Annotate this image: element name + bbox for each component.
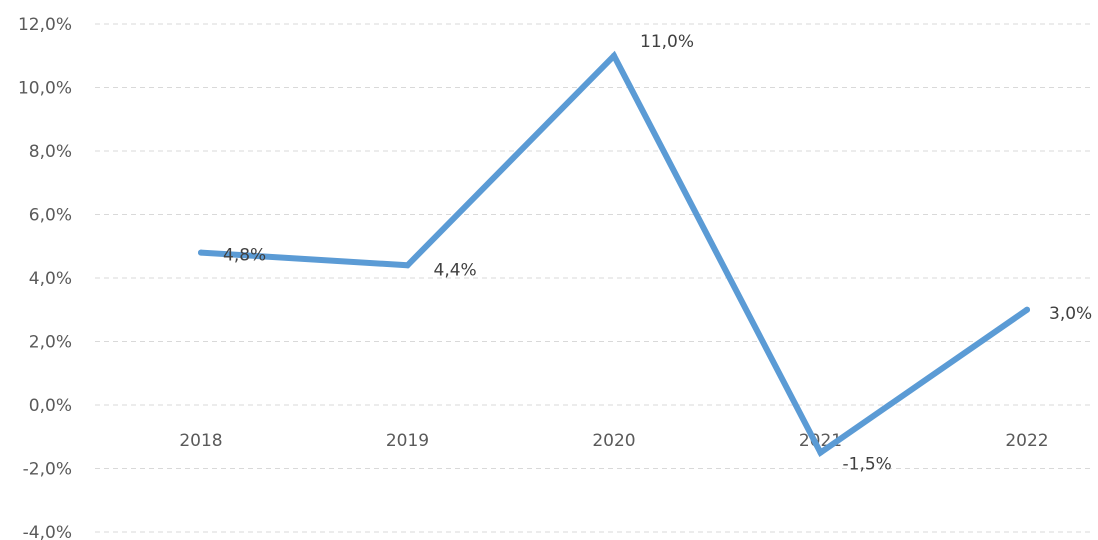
- y-tick-label: 6,0%: [29, 206, 72, 226]
- data-point: [1024, 306, 1030, 313]
- data-point: [611, 52, 617, 59]
- x-category-label: 2018: [179, 431, 222, 451]
- data-point: [817, 449, 824, 456]
- y-tick-label: 2,0%: [29, 333, 72, 353]
- data-labels: 4,8% 4,4% 11,0% -1,5% 3,0%: [223, 32, 1092, 475]
- data-label: 4,4%: [434, 260, 477, 280]
- series-line: [198, 50, 1030, 458]
- series-layer: [198, 50, 1030, 458]
- x-category-label: 2019: [386, 431, 429, 451]
- x-category-label: 2020: [592, 431, 635, 451]
- y-tick-label: 4,0%: [29, 269, 72, 289]
- y-tick-label: 10,0%: [18, 79, 72, 99]
- data-label: 4,8%: [223, 246, 266, 266]
- y-tick-label: 8,0%: [29, 142, 72, 162]
- data-label: 3,0%: [1049, 304, 1092, 324]
- gridlines: [95, 23, 1090, 533]
- y-tick-label: 0,0%: [29, 396, 72, 416]
- y-tick-label: 12,0%: [18, 15, 72, 35]
- data-point: [198, 249, 204, 256]
- y-axis-tick-labels: -4,0% -2,0% 0,0% 2,0% 4,0% 6,0% 8,0% 10,0% 12,0%: [18, 15, 72, 540]
- x-axis-category-labels: 2018 2019 2020 2021 2022: [179, 431, 1048, 451]
- y-tick-label: -2,0%: [23, 460, 72, 480]
- data-point: [404, 262, 411, 269]
- data-label: 11,0%: [640, 32, 694, 52]
- data-label: -1,5%: [843, 455, 892, 475]
- y-tick-label: -4,0%: [23, 523, 72, 540]
- x-category-label: 2022: [1005, 431, 1048, 451]
